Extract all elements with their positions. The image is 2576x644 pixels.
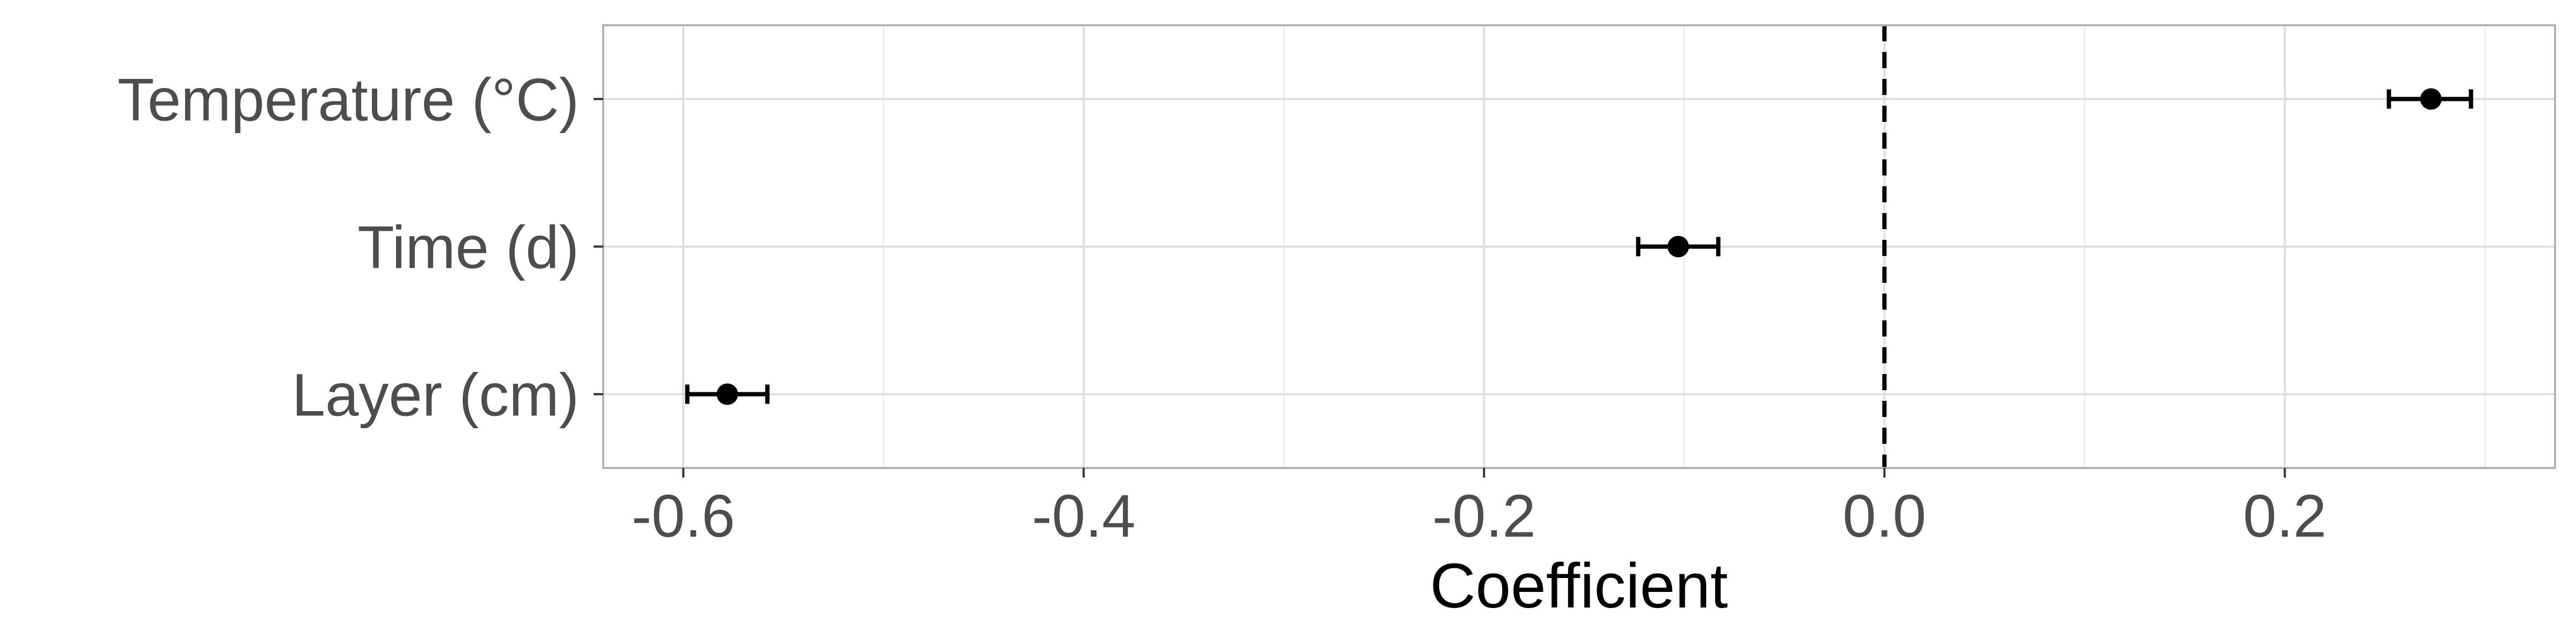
x-tick-label: -0.4	[1032, 482, 1136, 550]
x-tick-label: 0.0	[1843, 482, 1927, 550]
x-axis-tick-labels: -0.6 -0.4 -0.2 0.0 0.2	[632, 482, 2327, 550]
y-tick-label: Temperature (°C)	[118, 67, 579, 134]
x-tick-label: -0.2	[1432, 482, 1536, 550]
coefficient-points	[716, 88, 2442, 405]
x-axis-ticks	[682, 468, 2286, 478]
y-axis-tick-labels: Temperature (°C) Time (d) Layer (cm)	[118, 67, 579, 429]
point-0	[2420, 88, 2442, 110]
x-axis-title: Coefficient	[1430, 551, 1728, 621]
y-tick-label: Time (d)	[357, 214, 579, 281]
y-tick-label: Layer (cm)	[292, 362, 579, 429]
major-gridlines	[603, 25, 2555, 468]
y-axis-ticks	[594, 98, 603, 396]
point-1	[1667, 236, 1689, 258]
x-tick-label: 0.2	[2243, 482, 2327, 550]
point-2	[716, 383, 738, 405]
x-tick-label: -0.6	[632, 482, 735, 550]
